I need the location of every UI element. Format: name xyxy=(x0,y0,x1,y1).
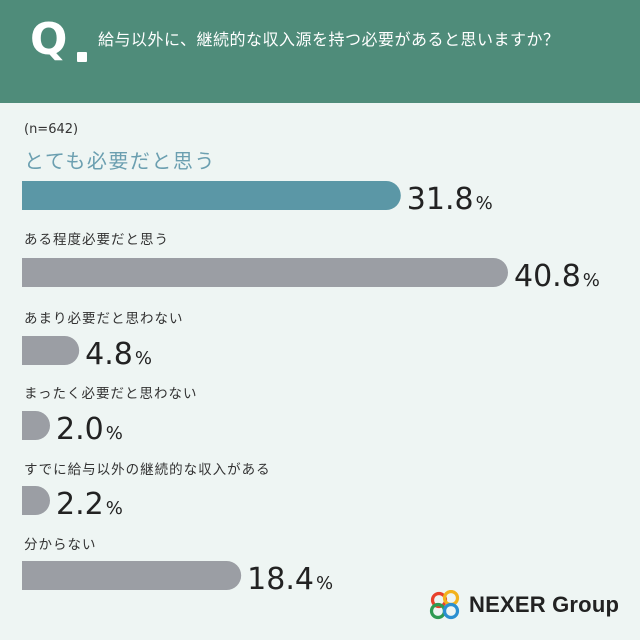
question-mark-dot xyxy=(77,52,87,62)
nexer-group-logo: NEXER Group xyxy=(429,589,619,621)
value-label: 18.4% xyxy=(247,562,333,597)
value-unit: % xyxy=(106,498,123,519)
logo-text: NEXER Group xyxy=(469,592,620,617)
category-label: まったく必要だと思わない xyxy=(24,386,197,402)
category-label: すでに給与以外の継続的な収入がある xyxy=(24,462,271,478)
value-label: 40.8% xyxy=(514,259,600,294)
question-text: 給与以外に、継続的な収入源を持つ必要があると思いますか？ xyxy=(98,30,560,49)
value-label: 2.0% xyxy=(56,412,123,447)
value-unit: % xyxy=(316,573,333,594)
bar xyxy=(22,561,242,590)
bar-highlight xyxy=(22,181,401,210)
value-unit: % xyxy=(583,270,600,291)
value-unit: % xyxy=(135,348,152,369)
value-label: 31.8% xyxy=(407,182,493,217)
bar xyxy=(22,336,80,365)
sample-size: (n=642) xyxy=(24,122,79,137)
category-label: ある程度必要だと思う xyxy=(24,232,169,248)
value-unit: % xyxy=(106,423,123,444)
bar xyxy=(22,411,50,440)
value-label: 2.2% xyxy=(56,487,123,522)
category-label: 分からない xyxy=(24,537,97,553)
value-unit: % xyxy=(476,193,493,214)
value-label: 4.8% xyxy=(85,337,152,372)
question-mark-label: Q xyxy=(30,14,68,65)
nexer-logo-mark-icon xyxy=(429,590,460,620)
category-label: あまり必要だと思わない xyxy=(24,311,184,327)
bar xyxy=(22,486,50,515)
category-label: とても必要だと思う xyxy=(24,149,216,173)
bar xyxy=(22,258,508,287)
question-header: Q 給与以外に、継続的な収入源を持つ必要があると思いますか？ xyxy=(0,0,640,103)
